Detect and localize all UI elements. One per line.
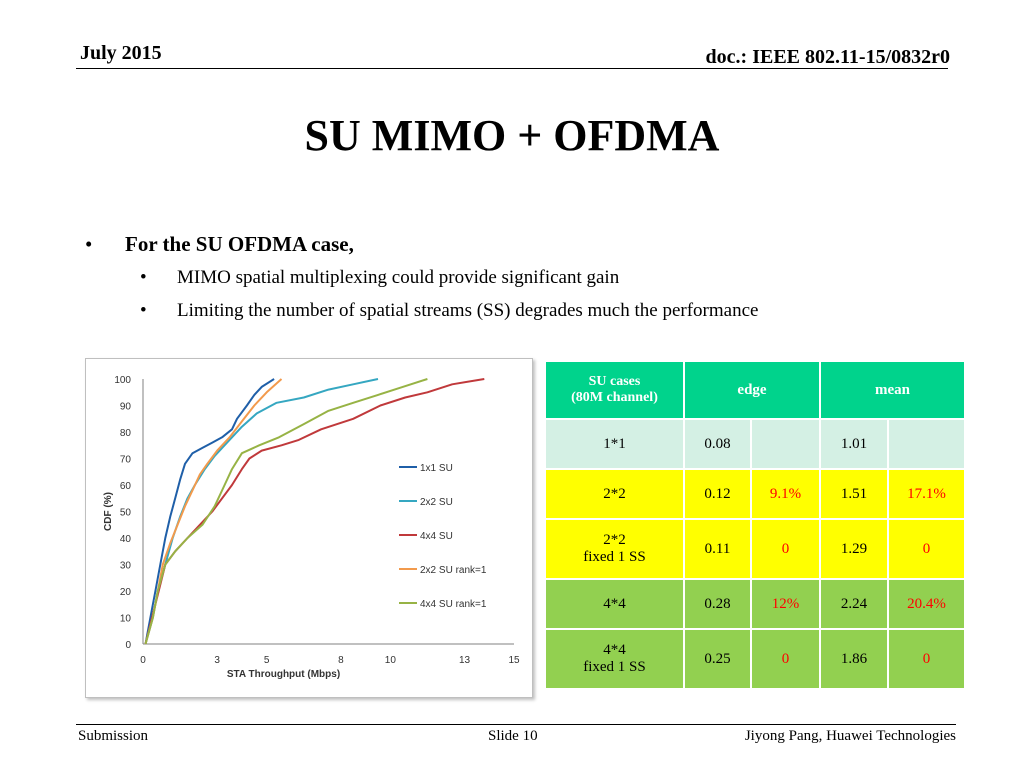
cell-case: 4*4 [544,578,685,630]
cdf-chart-svg: 0 3 5 8 10 13 15 0 10 20 30 40 50 60 70 80 90 100 STA Thro… [103,375,520,680]
cell-edge: 0.25 [683,628,752,690]
header-su-cases: SU cases (80M channel) [544,360,685,420]
cell-mean-gain: 17.1% [887,468,966,520]
x-tick-label: 13 [459,655,471,666]
x-tick-label: 15 [508,655,520,666]
cell-mean: 1.51 [819,468,889,520]
bullet-dot: • [85,232,93,256]
y-tick-label: 80 [120,428,132,439]
legend-label: 4x4 SU rank=1 [420,599,487,610]
bullet-main-text: For the SU OFDMA case, [125,232,354,256]
y-tick-label: 50 [120,508,132,519]
table-row: 4*4 fixed 1 SS 0.25 0 1.86 0 [544,628,966,690]
x-tick-label: 3 [214,655,220,666]
header-mean: mean [819,360,966,420]
legend-label: 2x2 SU rank=1 [420,565,487,576]
legend-label: 1x1 SU [420,463,453,474]
header-doc-id: doc.: IEEE 802.11-15/0832r0 [705,46,950,68]
cell-edge-gain [750,418,821,470]
cell-mean: 1.29 [819,518,889,580]
y-tick-label: 10 [120,614,132,625]
x-tick-label: 10 [385,655,397,666]
cell-case: 2*2 fixed 1 SS [544,518,685,580]
series-line-4x4-su-rank-1 [144,378,428,645]
x-tick-label: 0 [140,655,146,666]
bullet-sub-text: Limiting the number of spatial streams (… [177,300,759,321]
y-tick-label: 0 [125,640,131,651]
y-tick-label: 100 [114,375,131,386]
cell-mean: 1.01 [819,418,889,470]
series-line-2x2-su [144,378,379,645]
results-table: SU cases (80M channel) edge mean 1*1 0.0… [544,360,966,690]
slide-title: SU MIMO + OFDMA [304,111,720,160]
table-row: 2*2 fixed 1 SS 0.11 0 1.29 0 [544,518,966,580]
cdf-chart: 0 3 5 8 10 13 15 0 10 20 30 40 50 60 70 80 90 100 STA Thro… [85,358,533,698]
bullet-sub-text: MIMO spatial multiplexing could provide … [177,267,620,288]
x-tick-label: 8 [338,655,344,666]
cell-edge-gain: 12% [750,578,821,630]
cell-edge-gain: 9.1% [750,468,821,520]
table-row: 1*1 0.08 1.01 [544,418,966,470]
cell-case: 4*4 fixed 1 SS [544,628,685,690]
bullet-main: • For the SU OFDMA case, [85,232,354,257]
table-row: 4*4 0.28 12% 2.24 20.4% [544,578,966,630]
header-edge: edge [683,360,821,420]
cell-edge: 0.28 [683,578,752,630]
cell-mean: 2.24 [819,578,889,630]
table-header-row: SU cases (80M channel) edge mean [544,360,966,420]
y-axis-title: CDF (%) [103,492,114,531]
y-tick-label: 40 [120,534,132,545]
y-tick-label: 20 [120,587,132,598]
y-tick-label: 60 [120,481,132,492]
footer-divider [76,724,956,725]
cell-mean-gain [887,418,966,470]
cell-edge-gain: 0 [750,628,821,690]
bullet-sub-1: • MIMO spatial multiplexing could provide… [140,267,619,289]
footer-submission: Submission [78,728,149,744]
table-row: 2*2 0.12 9.1% 1.51 17.1% [544,468,966,520]
cell-mean-gain: 0 [887,518,966,580]
footer-author: Jiyong Pang, Huawei Technologies [744,728,956,744]
header-divider [76,68,948,69]
cell-edge: 0.12 [683,468,752,520]
header-date: July 2015 [80,42,162,64]
cell-edge: 0.08 [683,418,752,470]
series-line-1x1-su [144,378,275,645]
y-tick-label: 70 [120,455,132,466]
legend-label: 2x2 SU [420,497,453,508]
bullet-dot: • [140,267,147,288]
legend-label: 4x4 SU [420,531,453,542]
bullet-sub-2: • Limiting the number of spatial streams … [140,300,758,322]
x-axis-title: STA Throughput (Mbps) [227,669,340,680]
footer-slide-number: Slide 10 [488,728,538,744]
cell-case: 1*1 [544,418,685,470]
series-line-2x2-su-rank-1 [144,378,283,645]
cell-edge: 0.11 [683,518,752,580]
cell-mean-gain: 0 [887,628,966,690]
y-tick-label: 90 [120,402,132,413]
cell-edge-gain: 0 [750,518,821,580]
cell-mean-gain: 20.4% [887,578,966,630]
cell-mean: 1.86 [819,628,889,690]
bullet-dot: • [140,300,147,321]
x-tick-label: 5 [264,655,270,666]
y-tick-label: 30 [120,561,132,572]
cell-case: 2*2 [544,468,685,520]
